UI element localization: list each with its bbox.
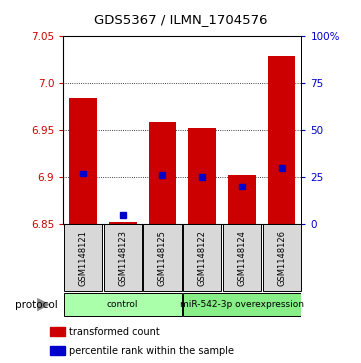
Bar bbox=[64, 224, 102, 291]
Text: GSM1148122: GSM1148122 bbox=[198, 230, 206, 286]
Bar bbox=[143, 224, 182, 291]
Bar bbox=[228, 175, 256, 224]
Polygon shape bbox=[37, 298, 50, 311]
Text: miR-542-3p overexpression: miR-542-3p overexpression bbox=[180, 300, 304, 309]
Bar bbox=[51, 327, 65, 337]
Bar bbox=[183, 293, 301, 316]
Bar bbox=[223, 224, 261, 291]
Bar bbox=[104, 224, 142, 291]
Bar bbox=[120, 212, 126, 218]
Text: transformed count: transformed count bbox=[69, 327, 160, 337]
Bar bbox=[268, 56, 296, 224]
Text: GDS5367 / ILMN_1704576: GDS5367 / ILMN_1704576 bbox=[94, 13, 267, 26]
Bar bbox=[188, 128, 216, 224]
Bar bbox=[199, 174, 205, 180]
Text: control: control bbox=[107, 300, 139, 309]
Text: GSM1148126: GSM1148126 bbox=[277, 230, 286, 286]
Text: protocol: protocol bbox=[15, 299, 58, 310]
Bar bbox=[262, 224, 301, 291]
Bar bbox=[80, 171, 86, 176]
Bar bbox=[148, 122, 176, 224]
Bar bbox=[160, 172, 165, 178]
Text: GSM1148121: GSM1148121 bbox=[79, 230, 87, 286]
Bar bbox=[279, 165, 284, 171]
Bar bbox=[109, 221, 136, 224]
Bar bbox=[64, 293, 182, 316]
Bar bbox=[69, 98, 97, 224]
Text: percentile rank within the sample: percentile rank within the sample bbox=[69, 346, 234, 356]
Text: GSM1148123: GSM1148123 bbox=[118, 230, 127, 286]
Bar bbox=[183, 224, 221, 291]
Text: GSM1148124: GSM1148124 bbox=[238, 230, 246, 286]
Text: GSM1148125: GSM1148125 bbox=[158, 230, 167, 286]
Bar bbox=[239, 184, 245, 189]
Bar bbox=[51, 346, 65, 355]
